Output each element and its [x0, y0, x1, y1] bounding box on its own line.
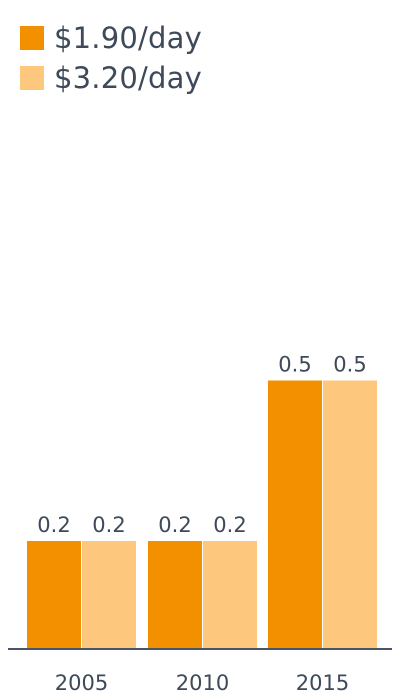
legend-label-3-20: $3.20/day [54, 61, 202, 95]
x-tick-label-2005: 2005 [55, 671, 108, 695]
x-tick-label-2015: 2015 [296, 671, 349, 695]
data-label-2010-series-2: 0.2 [213, 513, 246, 537]
bar-2005-series-2 [82, 541, 136, 648]
data-label-2005-series-1: 0.2 [37, 513, 70, 537]
bar-2015-series-2 [323, 380, 377, 648]
legend-swatch-3-20 [20, 66, 44, 90]
bar-2005-series-1 [27, 541, 81, 648]
legend-item-3-20: $3.20/day [20, 58, 202, 98]
bar-2015-series-1 [268, 380, 322, 648]
x-tick-label-2010: 2010 [176, 671, 229, 695]
data-label-2015-series-1: 0.5 [278, 353, 311, 377]
legend-label-1-90: $1.90/day [54, 21, 202, 55]
bar-2010-series-1 [148, 541, 202, 648]
legend-swatch-1-90 [20, 26, 44, 50]
legend: $1.90/day $3.20/day [20, 18, 202, 98]
legend-item-1-90: $1.90/day [20, 18, 202, 58]
data-label-2015-series-2: 0.5 [333, 353, 366, 377]
bar-2010-series-2 [203, 541, 257, 648]
data-label-2005-series-2: 0.2 [92, 513, 125, 537]
data-label-2010-series-1: 0.2 [158, 513, 191, 537]
